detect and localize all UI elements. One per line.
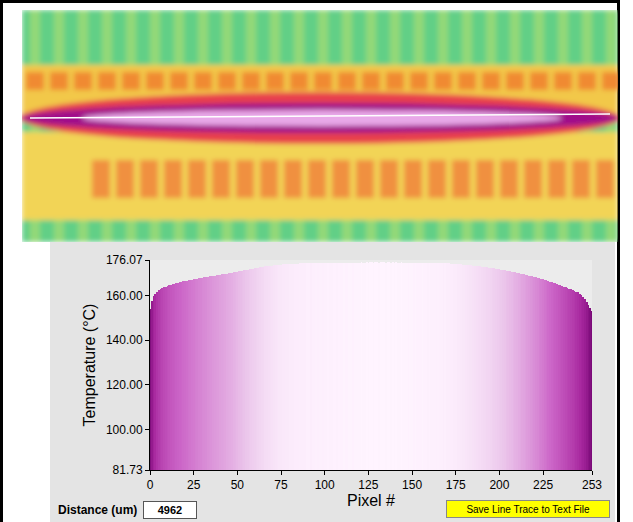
- html-text:Save Line Trace to Text File: Save Line Trace to Text File: [466, 504, 590, 515]
- svg-text:175: 175: [446, 478, 466, 492]
- svg-text:160.00: 160.00: [106, 289, 143, 303]
- svg-text:75: 75: [274, 478, 288, 492]
- html-text:Distance (um): Distance (um): [58, 503, 138, 517]
- svg-text:253: 253: [582, 478, 602, 492]
- svg-text:225: 225: [533, 478, 553, 492]
- svg-text:50: 50: [231, 478, 245, 492]
- svg-text:81.73: 81.73: [113, 463, 143, 477]
- svg-text:Temperature (°C): Temperature (°C): [81, 304, 98, 427]
- html-text:4962: 4962: [157, 504, 183, 516]
- svg-text:140.00: 140.00: [106, 333, 143, 347]
- svg-text:100.00: 100.00: [106, 423, 143, 437]
- svg-text:Pixel #: Pixel #: [347, 492, 395, 509]
- svg-text:150: 150: [402, 478, 422, 492]
- svg-text:0: 0: [147, 478, 154, 492]
- svg-text:25: 25: [187, 478, 201, 492]
- svg-text:200: 200: [489, 478, 509, 492]
- svg-text:176.07: 176.07: [106, 253, 143, 267]
- svg-text:100: 100: [315, 478, 335, 492]
- svg-text:120.00: 120.00: [106, 378, 143, 392]
- svg-text:125: 125: [358, 478, 378, 492]
